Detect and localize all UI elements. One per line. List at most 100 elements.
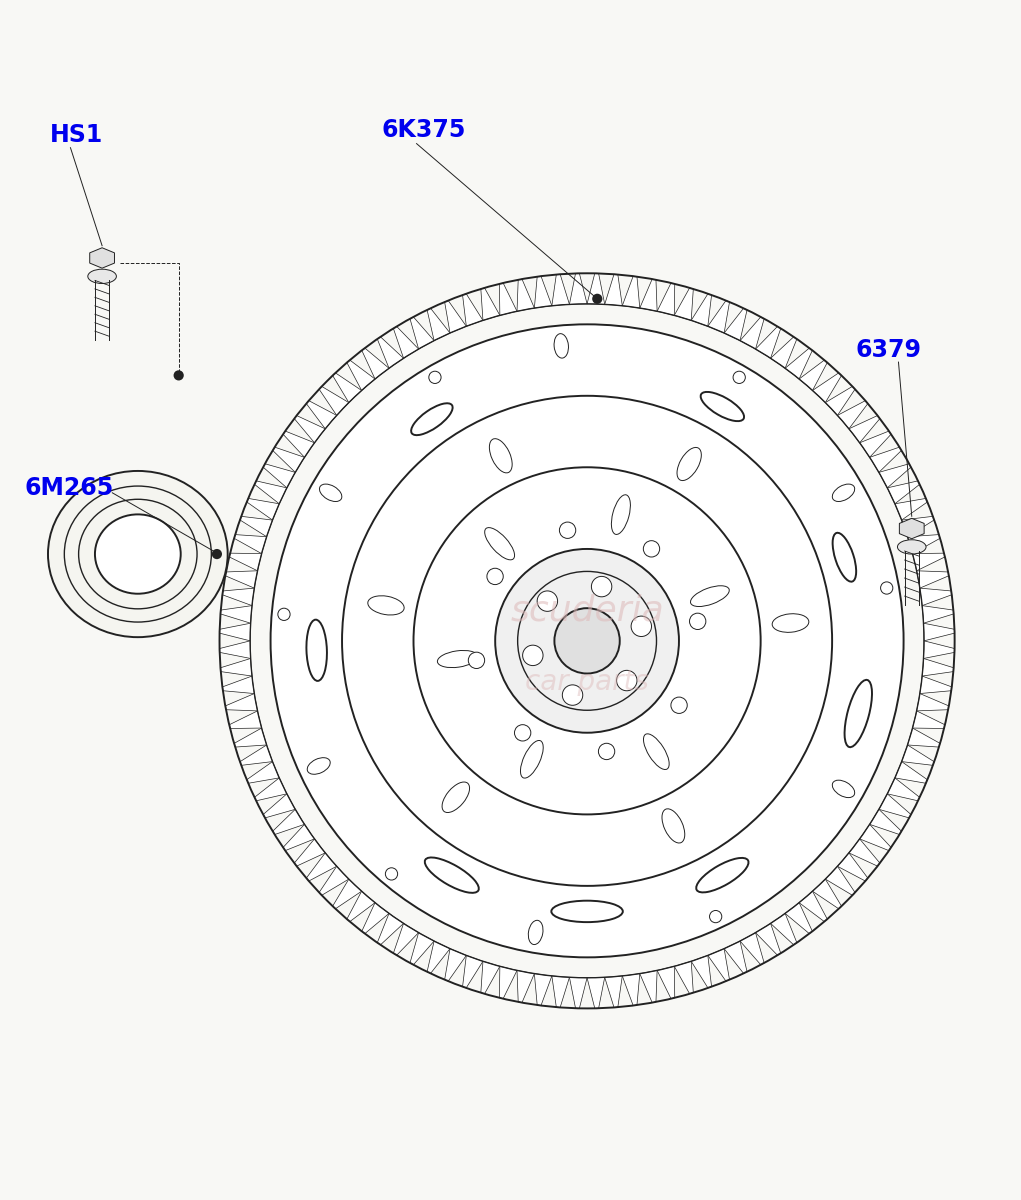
Polygon shape: [913, 710, 944, 728]
Polygon shape: [234, 728, 266, 748]
Polygon shape: [273, 448, 304, 473]
Polygon shape: [444, 300, 467, 334]
Polygon shape: [410, 932, 434, 965]
Polygon shape: [724, 941, 747, 973]
Polygon shape: [306, 401, 337, 428]
Circle shape: [710, 911, 722, 923]
Ellipse shape: [48, 470, 228, 637]
Polygon shape: [320, 866, 349, 895]
Polygon shape: [887, 481, 920, 504]
Polygon shape: [771, 913, 796, 944]
Polygon shape: [924, 623, 955, 641]
Circle shape: [880, 582, 892, 594]
Ellipse shape: [897, 540, 926, 554]
Circle shape: [617, 671, 637, 691]
Polygon shape: [294, 415, 326, 443]
Polygon shape: [785, 348, 813, 379]
Polygon shape: [640, 971, 658, 1002]
Polygon shape: [320, 386, 349, 415]
Polygon shape: [908, 535, 940, 553]
Polygon shape: [902, 745, 934, 766]
Polygon shape: [517, 971, 534, 1002]
Polygon shape: [361, 902, 389, 934]
Circle shape: [469, 652, 485, 668]
Polygon shape: [463, 294, 483, 326]
Polygon shape: [740, 932, 764, 965]
Circle shape: [689, 613, 706, 630]
Polygon shape: [848, 839, 880, 866]
Polygon shape: [393, 326, 419, 359]
Polygon shape: [254, 481, 287, 504]
Polygon shape: [837, 401, 868, 428]
Polygon shape: [283, 824, 314, 851]
Polygon shape: [444, 949, 467, 982]
Polygon shape: [887, 778, 920, 800]
Polygon shape: [825, 866, 855, 895]
Polygon shape: [499, 966, 517, 998]
Polygon shape: [263, 794, 295, 818]
Polygon shape: [534, 973, 552, 1006]
Circle shape: [495, 548, 679, 733]
Polygon shape: [552, 976, 570, 1008]
Polygon shape: [756, 924, 781, 955]
Polygon shape: [870, 809, 902, 834]
Circle shape: [733, 371, 745, 384]
Circle shape: [598, 743, 615, 760]
Circle shape: [385, 868, 397, 880]
Polygon shape: [813, 373, 841, 402]
Circle shape: [560, 522, 576, 539]
Polygon shape: [254, 778, 287, 800]
Polygon shape: [587, 977, 604, 1008]
Polygon shape: [221, 606, 252, 623]
Polygon shape: [427, 308, 450, 341]
Polygon shape: [640, 280, 658, 311]
Polygon shape: [410, 317, 434, 349]
Polygon shape: [920, 676, 952, 694]
Polygon shape: [221, 659, 252, 676]
Polygon shape: [902, 516, 934, 536]
Polygon shape: [587, 274, 604, 305]
Polygon shape: [908, 728, 940, 748]
Circle shape: [671, 697, 687, 714]
Polygon shape: [604, 275, 622, 306]
Polygon shape: [306, 853, 337, 881]
Polygon shape: [879, 794, 911, 818]
Polygon shape: [917, 694, 949, 710]
Polygon shape: [708, 949, 730, 982]
Polygon shape: [273, 809, 304, 834]
Polygon shape: [900, 518, 924, 539]
Polygon shape: [922, 659, 954, 676]
Polygon shape: [499, 283, 517, 316]
Polygon shape: [860, 824, 891, 851]
Circle shape: [278, 608, 290, 620]
Polygon shape: [825, 386, 855, 415]
Polygon shape: [799, 360, 827, 390]
Polygon shape: [813, 880, 841, 908]
Polygon shape: [604, 976, 622, 1008]
Polygon shape: [860, 431, 891, 457]
Polygon shape: [922, 606, 954, 623]
Polygon shape: [913, 553, 944, 571]
Polygon shape: [894, 762, 927, 784]
Circle shape: [554, 608, 620, 673]
Polygon shape: [870, 448, 902, 473]
Polygon shape: [756, 326, 781, 359]
Polygon shape: [263, 463, 295, 488]
Ellipse shape: [88, 269, 116, 283]
Polygon shape: [691, 294, 712, 326]
Circle shape: [515, 725, 531, 742]
Polygon shape: [361, 348, 389, 379]
Polygon shape: [837, 853, 868, 881]
Polygon shape: [481, 288, 500, 320]
Polygon shape: [552, 275, 570, 306]
Polygon shape: [378, 337, 403, 368]
Polygon shape: [534, 276, 552, 308]
Polygon shape: [570, 274, 587, 305]
Polygon shape: [234, 535, 266, 553]
Circle shape: [563, 685, 583, 706]
Polygon shape: [247, 762, 280, 784]
Text: HS1: HS1: [50, 124, 103, 148]
Text: 6379: 6379: [856, 338, 921, 362]
Polygon shape: [740, 317, 764, 349]
Circle shape: [591, 576, 612, 596]
